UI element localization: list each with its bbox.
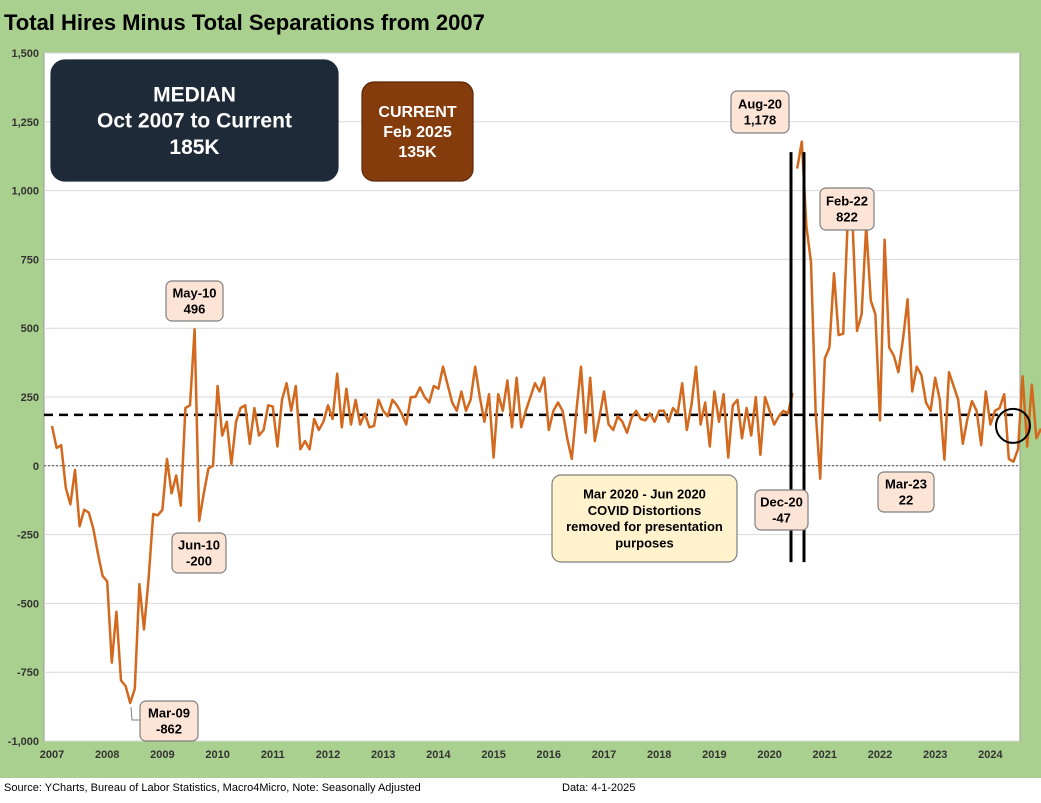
callout-mar09-leader — [130, 706, 140, 721]
current-box-text: Feb 2025 — [383, 124, 452, 141]
covid-note — [551, 474, 738, 563]
median-box-text: Oct 2007 to Current — [97, 110, 292, 133]
x-tick-label: 2016 — [537, 749, 561, 761]
covid-note-text: purposes — [615, 535, 674, 550]
y-tick-label: 1,500 — [11, 48, 39, 60]
x-tick-label: 2017 — [592, 749, 616, 761]
y-tick-label: 500 — [21, 323, 39, 335]
x-tick-label: 2014 — [426, 749, 451, 761]
callout-dec20-text: Dec-20 — [760, 494, 803, 509]
x-tick-label: 2022 — [868, 749, 892, 761]
callout-mar09-text: -862 — [156, 722, 182, 737]
x-tick-label: 2013 — [371, 749, 395, 761]
callout-aug20-text: Aug-20 — [738, 96, 782, 111]
y-tick-label: 1,250 — [11, 117, 39, 129]
callout-jun10-text: Jun-10 — [178, 537, 220, 552]
callout-may10-text: 496 — [184, 302, 206, 317]
current-box-text: 135K — [398, 144, 437, 161]
x-tick-label: 2015 — [481, 749, 505, 761]
y-tick-label: 0 — [33, 461, 39, 473]
callout-feb22-text: Feb-22 — [826, 193, 868, 208]
current-box — [361, 81, 474, 182]
callout-mar09 — [139, 700, 199, 742]
title-bar — [0, 0, 1041, 44]
data-date: Data: 4-1-2025 — [562, 782, 636, 794]
footer — [0, 778, 1041, 803]
callout-jun10-text: -200 — [186, 554, 212, 569]
y-tick-label: -500 — [17, 598, 39, 610]
callout-dec20-text: -47 — [772, 511, 791, 526]
callout-may10-text: May-10 — [172, 285, 216, 300]
y-tick-label: -1,000 — [8, 736, 39, 748]
callout-may10 — [165, 280, 224, 322]
chart-title: Total Hires Minus Total Separations from… — [4, 10, 485, 35]
covid-note-text: Mar 2020 - Jun 2020 — [583, 487, 706, 502]
x-tick-label: 2010 — [205, 749, 229, 761]
x-tick-label: 2019 — [702, 749, 726, 761]
y-tick-label: -750 — [17, 667, 39, 679]
x-tick-label: 2009 — [150, 749, 174, 761]
covid-note-text: removed for presentation — [566, 519, 723, 534]
callout-dec20 — [754, 489, 809, 531]
x-tick-label: 2021 — [813, 749, 837, 761]
callout-feb22-text: 822 — [836, 210, 858, 225]
x-tick-label: 2023 — [923, 749, 947, 761]
x-tick-label: 2024 — [978, 749, 1003, 761]
callout-mar23 — [877, 471, 935, 513]
callout-mar23-text: Mar-23 — [885, 476, 927, 491]
callout-mar09-text: Mar-09 — [148, 705, 190, 720]
current-box-text: CURRENT — [378, 104, 456, 121]
y-tick-label: -250 — [17, 530, 39, 542]
x-tick-label: 2011 — [261, 749, 285, 761]
covid-note-text: COVID Distortions — [588, 503, 701, 518]
x-tick-label: 2018 — [647, 749, 671, 761]
median-box-text: MEDIAN — [153, 83, 236, 106]
median-box-text: 185K — [169, 136, 219, 159]
x-tick-label: 2007 — [40, 749, 64, 761]
x-tick-label: 2020 — [757, 749, 781, 761]
median-box — [50, 59, 339, 182]
source-note: Source: YCharts, Bureau of Labor Statist… — [4, 782, 421, 794]
callout-aug20-text: 1,178 — [744, 113, 777, 128]
series-line — [795, 140, 1041, 480]
callout-feb22 — [819, 187, 875, 231]
x-tick-label: 2012 — [316, 749, 340, 761]
x-tick-label: 2008 — [95, 749, 119, 761]
series-line — [50, 328, 794, 705]
y-tick-label: 750 — [21, 254, 39, 266]
y-tick-label: 250 — [21, 392, 39, 404]
y-tick-label: 1,000 — [11, 186, 39, 198]
callout-aug20 — [730, 90, 790, 134]
callout-mar23-text: 22 — [899, 493, 913, 508]
current-marker-circle — [995, 407, 1031, 444]
callout-jun10 — [171, 532, 227, 574]
